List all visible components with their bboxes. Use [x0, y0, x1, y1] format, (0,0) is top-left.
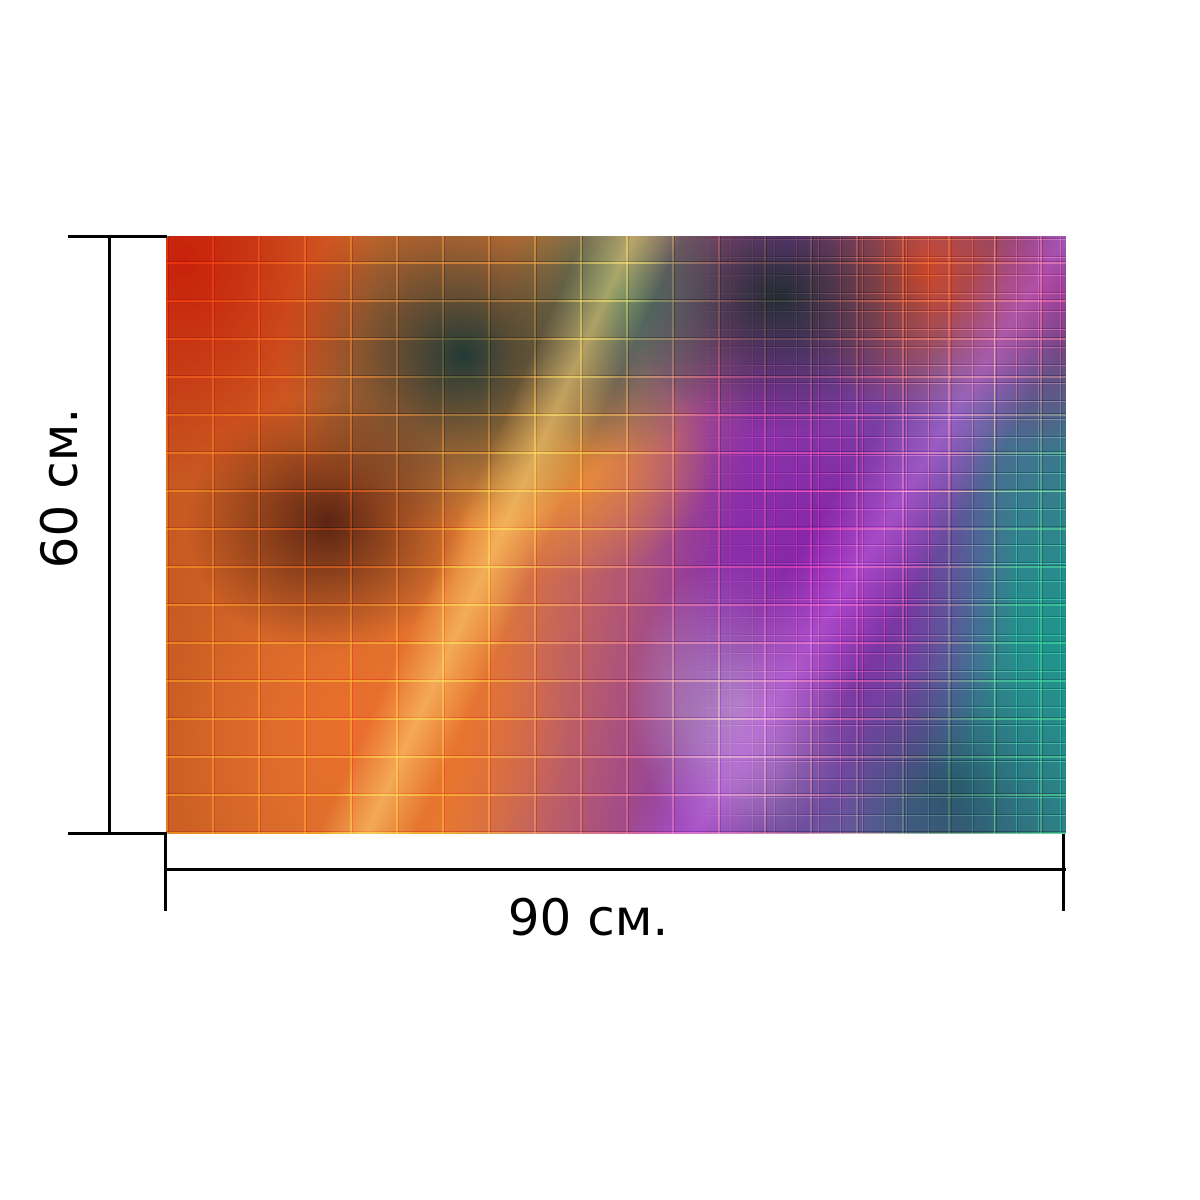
product-image: [166, 236, 1066, 834]
width-tick-left: [164, 834, 167, 911]
brick-pattern-fine: [686, 236, 1066, 834]
width-dimension-line: [166, 868, 1066, 871]
height-dimension-line: [108, 236, 111, 834]
width-label: 90 см.: [507, 889, 669, 947]
height-tick-top: [68, 235, 167, 238]
height-tick-bottom: [68, 832, 167, 835]
width-tick-right: [1062, 834, 1065, 911]
height-label: 60 см.: [31, 407, 89, 569]
